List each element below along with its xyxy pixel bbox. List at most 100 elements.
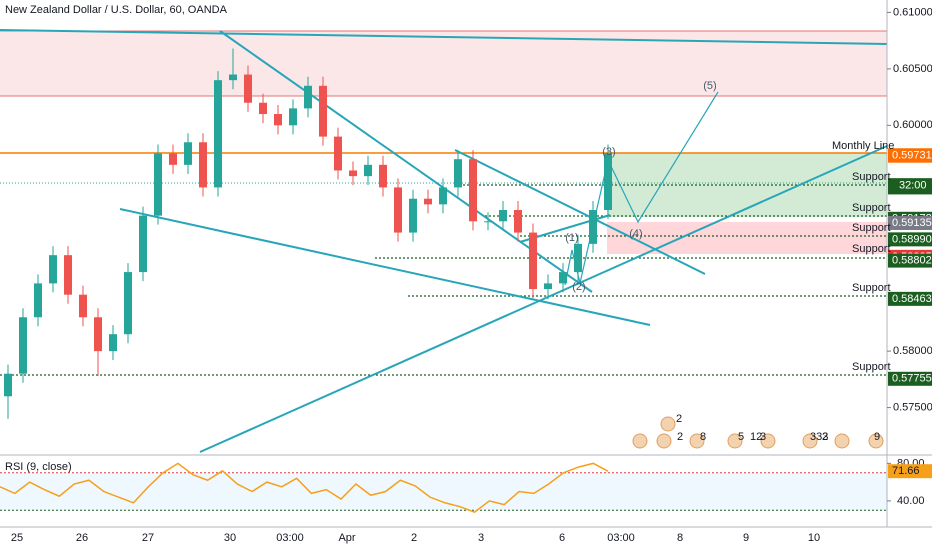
x-tick-label: 8	[677, 532, 683, 544]
event-icon	[834, 433, 850, 449]
event-count: 2	[677, 431, 683, 443]
event-icon	[727, 433, 743, 449]
event-icon	[660, 416, 676, 432]
candle-body	[604, 153, 612, 210]
event-count: 9	[874, 431, 880, 443]
x-tick-label: Apr	[338, 532, 355, 544]
trendlines	[0, 29, 888, 453]
candle-body	[409, 198, 417, 233]
candle-body	[109, 334, 117, 352]
rsi-band	[0, 472, 887, 511]
annotation: (4)	[629, 228, 642, 240]
candle-body	[484, 221, 492, 223]
price-label-box	[888, 291, 932, 306]
x-tick-label: 3	[478, 532, 484, 544]
candle-body	[154, 153, 162, 216]
candle-body	[394, 187, 402, 233]
x-tick-label: 9	[743, 532, 749, 544]
x-tick-label: 6	[559, 532, 565, 544]
x-tick-label: 2	[411, 532, 417, 544]
rsi-title: RSI (9, close)	[5, 461, 72, 473]
countdown: 32:00	[899, 180, 927, 192]
event-icon	[632, 433, 648, 449]
annotation: (2)	[572, 281, 585, 293]
candle-body	[589, 210, 597, 244]
event-icon	[802, 433, 818, 449]
candle-body	[499, 210, 507, 222]
rsi-value: 71.66	[892, 465, 920, 477]
annotation: Support	[852, 243, 891, 255]
event-count: 8	[700, 431, 706, 443]
candle-body	[184, 142, 192, 165]
price-label-box	[888, 232, 932, 247]
price-label-box	[888, 148, 932, 163]
candle-body	[559, 272, 567, 284]
candle-body	[229, 74, 237, 81]
event-count: 12	[750, 431, 762, 443]
candle-body	[349, 170, 357, 177]
candle-body	[64, 255, 72, 295]
annotation: (3)	[602, 146, 615, 158]
price-label: 0.58990	[892, 233, 932, 245]
candle-body	[49, 255, 57, 284]
annotation: Monthly Line	[832, 140, 894, 152]
chart-title: New Zealand Dollar / U.S. Dollar, 60, OA…	[5, 4, 228, 16]
candle-body	[439, 187, 447, 205]
stop-zone	[607, 222, 887, 254]
candle-body	[94, 317, 102, 352]
candle-body	[19, 317, 27, 374]
candle-body	[244, 74, 252, 103]
candle-body	[214, 80, 222, 188]
annotation: (1)	[565, 232, 578, 244]
candle-body	[469, 159, 477, 222]
candle-body	[364, 164, 372, 177]
candle-body	[139, 215, 147, 273]
candle-body	[274, 114, 282, 126]
candle-body	[34, 283, 42, 318]
x-tick-label: 25	[11, 532, 23, 544]
candle-body	[319, 85, 327, 137]
x-tick-label: 03:00	[276, 532, 304, 544]
candle-body	[574, 243, 582, 273]
y-tick-label: 0.61000	[893, 6, 932, 18]
price-label: 0.59135	[892, 217, 932, 229]
price-label: 0.58802	[892, 254, 932, 266]
candle-body	[424, 198, 432, 205]
annotation: Support	[852, 282, 891, 294]
event-count: 3	[760, 431, 766, 443]
candle-body	[289, 108, 297, 126]
event-count: 2	[822, 431, 828, 443]
y-tick-label: 0.60500	[893, 63, 932, 75]
candle-body	[514, 210, 522, 233]
candle-body	[199, 142, 207, 188]
y-tick-label: 0.57500	[893, 401, 932, 413]
event-icon	[656, 433, 672, 449]
countdown-box	[888, 178, 932, 193]
candle-body	[304, 85, 312, 109]
price-label: 0.59731	[892, 150, 932, 162]
x-tick-label: 30	[224, 532, 236, 544]
event-count: 2	[676, 413, 682, 425]
x-tick-label: 03:00	[607, 532, 635, 544]
price-label: 0.57755	[892, 373, 932, 385]
x-tick-label: 26	[76, 532, 88, 544]
candle-body	[259, 102, 267, 115]
candle-body	[544, 283, 552, 290]
annotation: (5)	[703, 80, 716, 92]
rsi-line	[0, 462, 609, 514]
event-count: 333	[810, 431, 828, 443]
annotation: Support	[852, 202, 891, 214]
candle-body	[334, 136, 342, 171]
candle-body	[4, 373, 12, 397]
event-icon	[760, 433, 776, 449]
annotation: Support	[852, 222, 891, 234]
x-tick-label: 27	[142, 532, 154, 544]
y-tick-label: 0.60000	[893, 119, 932, 131]
price-label: 0.58463	[892, 293, 932, 305]
candle-body	[124, 272, 132, 335]
price-label-box	[888, 371, 932, 386]
annotation: Support	[852, 361, 891, 373]
annotation: Support	[852, 171, 891, 183]
event-icon	[868, 433, 884, 449]
